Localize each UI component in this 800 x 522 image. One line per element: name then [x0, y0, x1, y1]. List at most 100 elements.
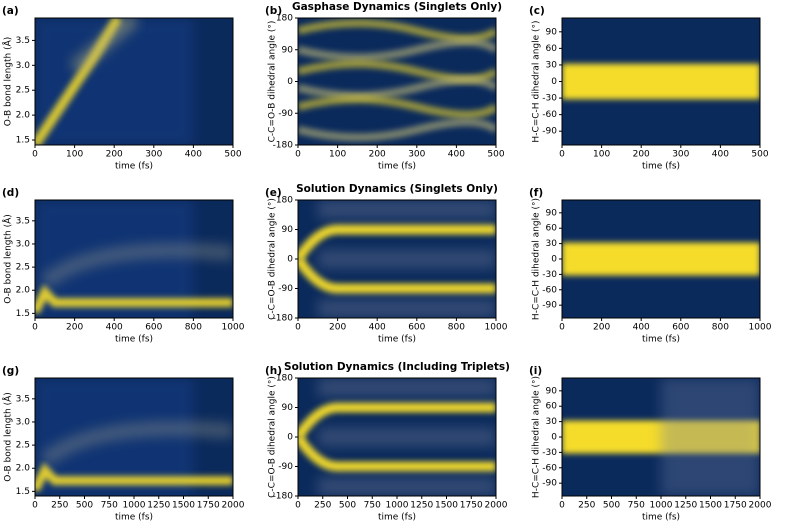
- x-tick-label: 1500: [699, 501, 722, 511]
- x-tick-label: 400: [369, 323, 386, 333]
- y-tick-label: 0: [287, 433, 293, 443]
- x-tick-label: 300: [672, 150, 689, 160]
- x-tick-label: 1000: [650, 501, 673, 511]
- y-axis-label: O-B bond length (Å): [2, 214, 14, 304]
- x-tick-label: 500: [339, 501, 356, 511]
- y-tick-label: -90: [542, 127, 557, 137]
- x-tick-label: 800: [712, 323, 729, 333]
- y-axis-label: H-C=C-H dihedral angle (°): [532, 198, 542, 320]
- x-tick-label: 250: [578, 501, 595, 511]
- x-tick-label: 100: [66, 150, 83, 160]
- y-tick-label: 90: [546, 27, 558, 37]
- x-tick-label: 2000: [222, 501, 245, 511]
- x-tick-label: 200: [369, 150, 386, 160]
- density-band: [40, 243, 233, 289]
- panel-label: (b): [265, 5, 282, 17]
- x-axis-label: time (fs): [115, 513, 153, 522]
- x-tick-label: 1750: [460, 501, 483, 511]
- x-axis-label: time (fs): [642, 162, 680, 172]
- x-tick-label: 0: [295, 150, 301, 160]
- x-tick-label: 500: [751, 150, 768, 160]
- density-band: [298, 19, 496, 43]
- y-tick-label: 2.0: [16, 464, 31, 474]
- x-tick-label: 400: [712, 150, 729, 160]
- x-tick-label: 600: [145, 323, 162, 333]
- x-tick-label: 200: [593, 323, 610, 333]
- y-tick-label: 180: [276, 14, 293, 24]
- y-tick-label: 60: [546, 224, 558, 234]
- x-tick-label: 1750: [724, 501, 747, 511]
- x-tick-label: 100: [593, 150, 610, 160]
- haze: [661, 378, 760, 496]
- x-tick-label: 500: [487, 150, 504, 160]
- y-axis-label: C-C=O-B dihedral angle (°): [268, 198, 278, 320]
- panel-label: (h): [265, 365, 282, 377]
- x-tick-label: 300: [145, 150, 162, 160]
- x-tick-label: 400: [633, 323, 650, 333]
- plot-frame: [34, 17, 234, 146]
- y-tick-label: 60: [546, 44, 558, 54]
- x-tick-label: 500: [224, 150, 241, 160]
- x-tick-label: 250: [51, 501, 68, 511]
- y-axis-label: C-C=O-B dihedral angle (°): [268, 21, 278, 143]
- plot-area: [562, 200, 760, 318]
- x-tick-label: 0: [559, 150, 565, 160]
- x-axis-label: time (fs): [115, 335, 153, 345]
- haze: [317, 200, 496, 219]
- plot-area: [35, 200, 233, 318]
- y-tick-label: 0: [551, 433, 557, 443]
- y-tick-label: 60: [546, 402, 558, 412]
- y-tick-label: -30: [542, 270, 557, 280]
- x-tick-label: 1000: [386, 501, 409, 511]
- density-band: [298, 118, 496, 142]
- density-band: [298, 76, 496, 100]
- y-tick-label: -90: [542, 301, 557, 311]
- y-tick-label: 3.0: [16, 417, 31, 427]
- x-tick-label: 200: [106, 150, 123, 160]
- y-tick-label: 1.5: [16, 487, 30, 497]
- y-tick-label: 30: [546, 239, 558, 249]
- x-tick-label: 1250: [410, 501, 433, 511]
- y-axis-label: C-C=O-B dihedral angle (°): [268, 376, 278, 498]
- density-band: [35, 462, 233, 493]
- panel: 0 250 500 750 1000 1250 1500 1750 2000 1.5 2.0 2.5 3…: [2, 365, 245, 522]
- y-tick-label: -30: [542, 94, 557, 104]
- density-band: [298, 402, 496, 440]
- y-tick-label: -180: [273, 492, 294, 502]
- x-axis-label: time (fs): [378, 335, 416, 345]
- y-tick-label: -60: [542, 463, 557, 473]
- x-axis-label: time (fs): [378, 162, 416, 172]
- x-tick-label: 1000: [123, 501, 146, 511]
- panel-label: (f): [529, 187, 543, 199]
- x-tick-label: 200: [633, 150, 650, 160]
- density-band: [35, 284, 233, 315]
- x-axis-label: time (fs): [642, 513, 680, 522]
- density-band: [298, 224, 496, 262]
- y-tick-label: 90: [282, 403, 294, 413]
- y-tick-label: -30: [542, 448, 557, 458]
- x-tick-label: 0: [295, 501, 301, 511]
- y-tick-label: -90: [278, 284, 293, 294]
- panel-label: (a): [2, 5, 19, 17]
- y-tick-label: 90: [282, 225, 294, 235]
- x-tick-label: 600: [672, 323, 689, 333]
- y-tick-label: 2.5: [16, 86, 30, 96]
- y-axis-label: H-C=C-H dihedral angle (°): [532, 20, 542, 142]
- x-axis-label: time (fs): [642, 335, 680, 345]
- y-tick-label: 1.5: [16, 309, 30, 319]
- density-band: [562, 242, 760, 276]
- x-tick-label: 400: [448, 150, 465, 160]
- y-tick-label: -180: [273, 141, 294, 151]
- plot-area: [562, 378, 760, 496]
- x-tick-label: 500: [603, 501, 620, 511]
- y-tick-label: 3.5: [16, 216, 30, 226]
- x-tick-label: 0: [32, 323, 38, 333]
- x-tick-label: 250: [314, 501, 331, 511]
- density-band: [298, 38, 496, 62]
- panel-title: Solution Dynamics (Singlets Only): [296, 183, 498, 195]
- density-band: [562, 63, 760, 100]
- plot-area: [35, 378, 233, 496]
- x-tick-label: 400: [106, 323, 123, 333]
- y-tick-label: 3.0: [16, 61, 31, 71]
